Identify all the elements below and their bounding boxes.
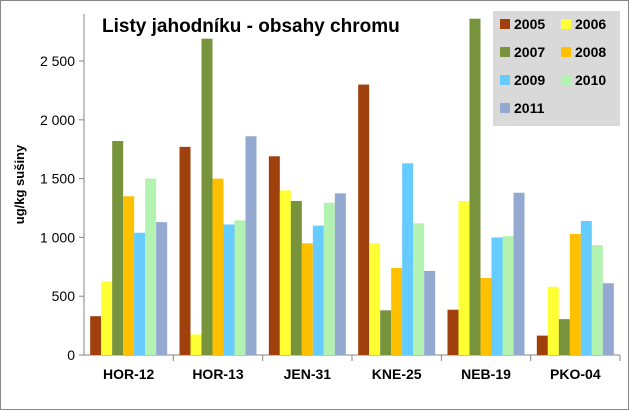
- bar-2009-HOR-12: [134, 232, 146, 355]
- legend-label-2010: 2010: [575, 72, 606, 88]
- bar-2006-NEB-19: [458, 200, 470, 355]
- bar-2006-HOR-12: [101, 281, 113, 355]
- bar-2006-HOR-13: [190, 334, 202, 355]
- bar-2008-NEB-19: [480, 277, 492, 355]
- bar-2009-KNE-25: [402, 163, 414, 355]
- bar-2005-PKO-04: [536, 335, 548, 355]
- bar-2007-HOR-13: [201, 38, 213, 355]
- bar-2011-JEN-31: [334, 193, 346, 355]
- y-tick-label: 1 000: [40, 229, 75, 245]
- bar-2008-JEN-31: [301, 243, 313, 355]
- y-tick-label: 0: [67, 347, 75, 363]
- legend-swatch-2010: [561, 75, 571, 85]
- x-tick-label: JEN-31: [284, 366, 332, 382]
- y-axis-label: ug/kg sušiny: [12, 144, 27, 224]
- chart-title: Listy jahodníku - obsahy chromu: [102, 16, 400, 37]
- x-tick-label: HOR-12: [103, 366, 155, 382]
- bar-2007-HOR-12: [112, 140, 124, 355]
- bar-2007-PKO-04: [558, 319, 570, 355]
- bar-2010-KNE-25: [413, 223, 425, 355]
- legend-box: [493, 11, 620, 126]
- bar-2010-JEN-31: [323, 202, 335, 355]
- y-tick-label: 2 500: [40, 53, 75, 69]
- bar-2011-HOR-13: [245, 136, 257, 355]
- y-tick-label: 1 500: [40, 171, 75, 187]
- bar-2010-NEB-19: [502, 236, 514, 355]
- bar-2005-HOR-13: [179, 146, 191, 355]
- bar-2005-HOR-12: [90, 316, 102, 355]
- bar-2011-KNE-25: [424, 270, 436, 355]
- bar-2007-JEN-31: [290, 200, 302, 355]
- x-tick-label: NEB-19: [461, 366, 511, 382]
- legend-swatch-2007: [500, 47, 510, 57]
- legend-label-2008: 2008: [575, 44, 606, 60]
- plot-area: 0 500 1 000 1 500 2 000 2 500 HOR-12 HOR-13 JEN-…: [40, 14, 621, 382]
- bar-2006-PKO-04: [547, 286, 559, 355]
- bar-2008-HOR-13: [212, 178, 224, 355]
- legend-label-2005: 2005: [514, 16, 545, 32]
- legend-label-2007: 2007: [514, 44, 545, 60]
- y-tick-label: 2 000: [40, 112, 75, 128]
- bar-2011-HOR-12: [156, 222, 168, 355]
- bar-2009-JEN-31: [312, 225, 324, 355]
- bar-2009-NEB-19: [491, 237, 503, 355]
- bar-2009-PKO-04: [580, 220, 592, 355]
- bar-2005-KNE-25: [358, 84, 370, 355]
- bar-2008-HOR-12: [123, 196, 135, 355]
- bar-2010-PKO-04: [591, 245, 603, 355]
- bar-2011-NEB-19: [513, 192, 525, 355]
- x-tick-label: PKO-04: [550, 366, 601, 382]
- bar-2010-HOR-12: [145, 178, 157, 355]
- bar-2008-KNE-25: [391, 267, 403, 355]
- bar-2011-PKO-04: [602, 283, 614, 355]
- bar-2005-JEN-31: [268, 156, 280, 355]
- legend-swatch-2008: [561, 47, 571, 57]
- bar-2006-JEN-31: [279, 190, 291, 355]
- bar-2007-KNE-25: [380, 310, 392, 355]
- legend-swatch-2005: [500, 19, 510, 29]
- legend-swatch-2009: [500, 75, 510, 85]
- legend-label-2009: 2009: [514, 72, 545, 88]
- bar-2007-NEB-19: [469, 18, 481, 355]
- x-tick-label: HOR-13: [192, 366, 244, 382]
- legend-label-2011: 2011: [514, 100, 545, 116]
- bar-2005-NEB-19: [447, 309, 459, 355]
- legend-swatch-2011: [500, 103, 510, 113]
- bar-2010-HOR-13: [234, 220, 246, 355]
- bar-2009-HOR-13: [223, 224, 235, 355]
- x-tick-label: KNE-25: [372, 366, 422, 382]
- y-tick-label: 500: [52, 288, 76, 304]
- bar-2006-KNE-25: [369, 243, 381, 355]
- legend-label-2006: 2006: [575, 16, 606, 32]
- legend: 2005 2006 2007 2008 2009 2010 2011: [493, 11, 620, 126]
- bar-2008-PKO-04: [569, 233, 581, 355]
- legend-swatch-2006: [561, 19, 571, 29]
